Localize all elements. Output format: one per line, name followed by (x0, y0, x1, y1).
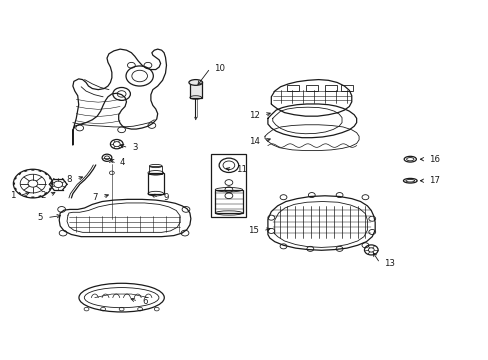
Text: 13: 13 (383, 259, 394, 268)
Text: 9: 9 (163, 193, 168, 202)
Bar (189, 82, 201, 98)
Text: 11: 11 (236, 166, 247, 175)
Text: 4: 4 (119, 158, 124, 167)
Text: 12: 12 (248, 111, 260, 120)
Text: 10: 10 (214, 64, 225, 73)
Text: 3: 3 (132, 143, 138, 152)
Text: 1: 1 (10, 191, 15, 200)
Bar (211, 154, 246, 217)
Text: 14: 14 (248, 137, 260, 146)
Text: 7: 7 (93, 193, 98, 202)
Text: 8: 8 (67, 175, 72, 184)
Bar (287, 85, 299, 91)
Bar (305, 85, 317, 91)
Bar (340, 85, 352, 91)
Text: 17: 17 (428, 176, 439, 185)
Text: 2: 2 (40, 190, 45, 199)
Bar (148, 173, 163, 194)
Text: 16: 16 (428, 155, 439, 164)
Text: 15: 15 (247, 226, 259, 235)
Text: 5: 5 (38, 213, 43, 222)
Bar (215, 190, 242, 213)
Bar (325, 85, 336, 91)
Ellipse shape (188, 80, 202, 85)
Text: 6: 6 (142, 297, 147, 306)
Bar (149, 166, 162, 174)
